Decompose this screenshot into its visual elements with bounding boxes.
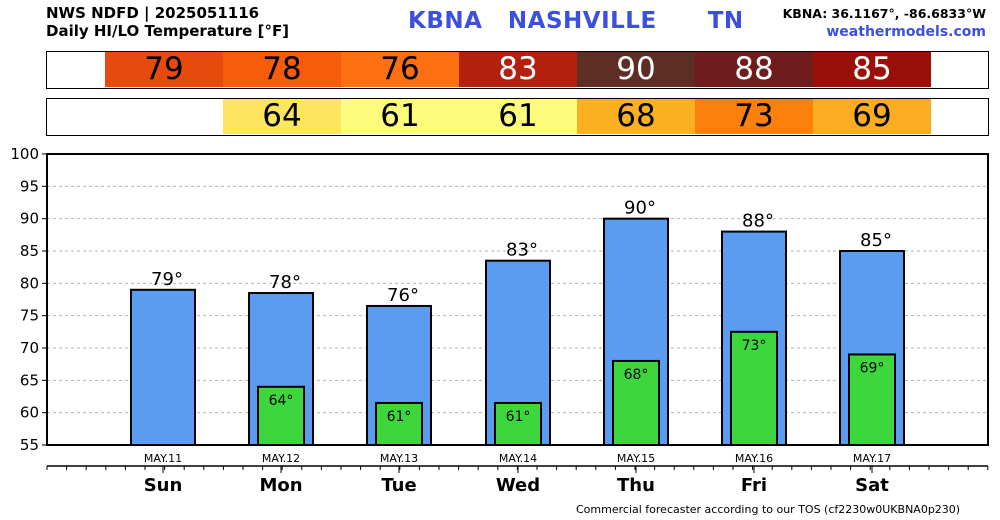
high-temperature-strip: 79 78 76 83 90 88 85 [46, 51, 989, 89]
low-temp-label: 69° [860, 360, 885, 376]
high-temp-label: 88° [742, 211, 774, 232]
day-label: Mon [259, 475, 302, 496]
low-temp-cell: 61 [459, 99, 577, 134]
y-tick-label: 70 [20, 339, 39, 357]
station-coordinates: KBNA: 36.1167°, -86.6833°W [782, 6, 986, 21]
low-temp-label: 64° [269, 393, 294, 409]
low-temp-cell: 73 [695, 99, 813, 134]
chart-subtitle: Daily HI/LO Temperature [°F] [46, 22, 290, 40]
day-label: Fri [741, 475, 767, 496]
chart-title: NWS NDFD | 2025051116 [46, 4, 260, 22]
high-temp-label: 76° [387, 285, 419, 306]
y-tick-label: 85 [20, 242, 39, 260]
y-tick-label: 100 [10, 145, 39, 163]
low-temp-label: 61° [387, 409, 412, 425]
day-label: Tue [381, 475, 416, 496]
low-temperature-strip: 64 61 61 68 73 69 [46, 98, 989, 136]
y-tick-label: 80 [20, 274, 39, 292]
date-label: MAY.16 [735, 452, 773, 465]
low-temp-cell: 68 [577, 99, 695, 134]
y-tick-label: 95 [20, 177, 39, 195]
day-label: Wed [496, 475, 540, 496]
y-tick-label: 90 [20, 210, 39, 228]
station-name: KBNA NASHVILLE TN [408, 8, 744, 34]
date-label: MAY.11 [144, 452, 182, 465]
low-temp-label: 61° [506, 409, 531, 425]
high-temp-cell: 85 [813, 52, 931, 87]
low-temp-bar [612, 359, 660, 446]
plot-frame [46, 153, 989, 446]
date-label: MAY.13 [380, 452, 418, 465]
y-tick-label: 75 [20, 307, 39, 325]
day-label: Thu [617, 475, 655, 496]
y-tick-label: 55 [20, 436, 39, 454]
high-temp-cell: 78 [223, 52, 341, 87]
high-temp-cell: 90 [577, 52, 695, 87]
date-label: MAY.17 [853, 452, 891, 465]
y-tick-label: 60 [20, 404, 39, 422]
high-temp-label: 85° [860, 230, 892, 251]
low-temp-label: 73° [742, 338, 767, 354]
day-label: Sat [855, 475, 889, 496]
low-temp-bar [375, 401, 423, 447]
high-temp-cell: 83 [459, 52, 577, 87]
high-temp-cell: 76 [341, 52, 459, 87]
high-temp-label: 83° [506, 240, 538, 261]
date-label: MAY.12 [262, 452, 300, 465]
low-temp-label: 68° [624, 367, 649, 383]
low-temp-bar [730, 330, 778, 447]
low-temp-cell: 61 [341, 99, 459, 134]
date-label: MAY.14 [499, 452, 537, 465]
high-temp-label: 78° [269, 272, 301, 293]
high-temp-label: 90° [624, 198, 656, 219]
high-temp-cell: 88 [695, 52, 813, 87]
low-temp-cell: 69 [813, 99, 931, 134]
y-tick-label: 65 [20, 371, 39, 389]
low-temp-cell: 64 [223, 99, 341, 134]
low-temp-bar [257, 385, 305, 446]
footer-note: Commercial forecaster according to our T… [576, 503, 961, 516]
high-temp-bar [130, 288, 196, 446]
day-label: Sun [144, 475, 183, 496]
date-label: MAY.15 [617, 452, 655, 465]
website-link[interactable]: weathermodels.com [826, 24, 986, 40]
high-temp-cell: 79 [105, 52, 223, 87]
high-temp-label: 79° [151, 269, 183, 290]
low-temp-bar [494, 401, 542, 447]
